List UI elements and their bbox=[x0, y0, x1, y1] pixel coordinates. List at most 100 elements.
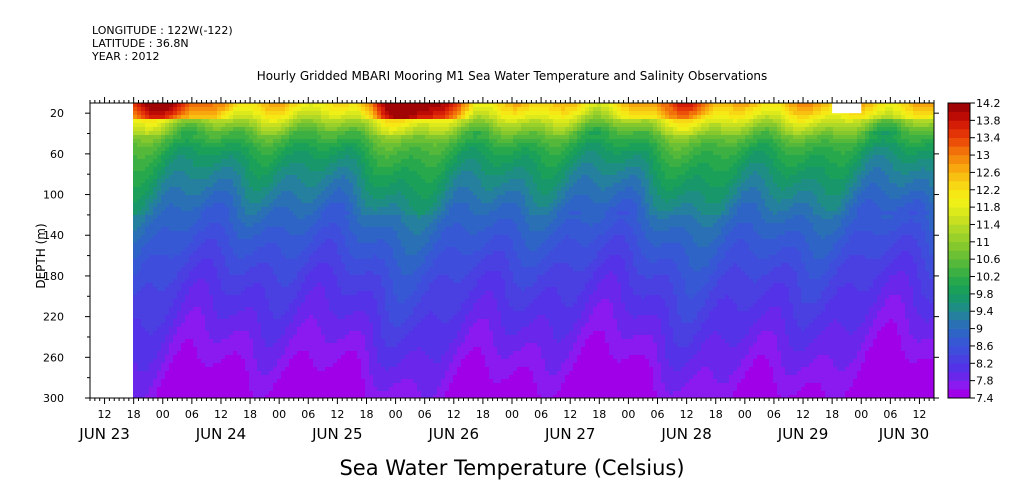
heatmap-cell bbox=[265, 203, 270, 208]
heatmap-cell bbox=[377, 315, 382, 320]
heatmap-cell bbox=[177, 155, 182, 160]
heatmap-cell bbox=[177, 347, 182, 352]
heatmap-cell bbox=[229, 363, 234, 368]
heatmap-cell bbox=[349, 187, 354, 192]
heatmap-cell bbox=[333, 347, 338, 352]
heatmap-cell bbox=[153, 307, 158, 312]
heatmap-cell bbox=[209, 231, 214, 236]
heatmap-cell bbox=[353, 127, 358, 132]
heatmap-cell bbox=[165, 259, 170, 264]
heatmap-cell bbox=[165, 323, 170, 328]
heatmap-cell bbox=[217, 263, 222, 268]
heatmap-cell bbox=[205, 379, 210, 384]
heatmap-cell bbox=[277, 191, 282, 196]
heatmap-cell bbox=[321, 363, 326, 368]
heatmap-cell bbox=[233, 183, 238, 188]
heatmap-cell bbox=[321, 163, 326, 168]
heatmap-cell bbox=[289, 147, 294, 152]
heatmap-cell bbox=[141, 135, 146, 140]
heatmap-cell bbox=[341, 247, 346, 252]
heatmap-cell bbox=[133, 355, 138, 360]
heatmap-cell bbox=[209, 391, 214, 396]
heatmap-cell bbox=[377, 107, 382, 112]
heatmap-cell bbox=[361, 115, 366, 120]
heatmap-cell bbox=[225, 275, 230, 280]
heatmap-cell bbox=[369, 187, 374, 192]
heatmap-cell bbox=[137, 315, 142, 320]
heatmap-cell bbox=[229, 387, 234, 392]
heatmap-cell bbox=[217, 387, 222, 392]
heatmap-cell bbox=[237, 143, 242, 148]
heatmap-cell bbox=[389, 127, 394, 132]
heatmap-cell bbox=[145, 355, 150, 360]
heatmap-cell bbox=[349, 191, 354, 196]
heatmap-cell bbox=[153, 215, 158, 220]
heatmap-cell bbox=[369, 235, 374, 240]
heatmap-cell bbox=[321, 335, 326, 340]
heatmap-cell bbox=[389, 199, 394, 204]
heatmap-cell bbox=[237, 327, 242, 332]
heatmap-cell bbox=[297, 287, 302, 292]
heatmap-cell bbox=[385, 379, 390, 384]
heatmap-cell bbox=[317, 327, 322, 332]
heatmap-cell bbox=[209, 319, 214, 324]
heatmap-cell bbox=[289, 119, 294, 124]
heatmap-cell bbox=[177, 215, 182, 220]
heatmap-cell bbox=[201, 271, 206, 276]
heatmap-cell bbox=[289, 139, 294, 144]
heatmap-cell bbox=[161, 147, 166, 152]
heatmap-cell bbox=[181, 367, 186, 372]
heatmap-cell bbox=[309, 111, 314, 116]
heatmap-cell bbox=[301, 299, 306, 304]
heatmap-cell bbox=[189, 351, 194, 356]
heatmap-cell bbox=[273, 119, 278, 124]
heatmap-cell bbox=[369, 147, 374, 152]
heatmap-cell bbox=[305, 195, 310, 200]
heatmap-cell bbox=[165, 387, 170, 392]
heatmap-cell bbox=[377, 351, 382, 356]
heatmap-cell bbox=[217, 307, 222, 312]
heatmap-cell bbox=[197, 315, 202, 320]
heatmap-cell bbox=[349, 107, 354, 112]
heatmap-cell bbox=[365, 147, 370, 152]
heatmap-cell bbox=[285, 331, 290, 336]
heatmap-cell bbox=[353, 287, 358, 292]
heatmap-cell bbox=[261, 387, 266, 392]
heatmap-cell bbox=[137, 383, 142, 388]
heatmap-cell bbox=[361, 143, 366, 148]
heatmap-cell bbox=[133, 119, 138, 124]
heatmap-cell bbox=[233, 175, 238, 180]
heatmap-cell bbox=[209, 215, 214, 220]
heatmap-cell bbox=[193, 171, 198, 176]
heatmap-cell bbox=[277, 131, 282, 136]
heatmap-cell bbox=[389, 247, 394, 252]
heatmap-cell bbox=[341, 211, 346, 216]
heatmap-cell bbox=[309, 275, 314, 280]
heatmap-cell bbox=[353, 251, 358, 256]
heatmap-cell bbox=[193, 355, 198, 360]
heatmap-cell bbox=[237, 223, 242, 228]
heatmap-cell bbox=[277, 135, 282, 140]
heatmap-cell bbox=[133, 223, 138, 228]
heatmap-cell bbox=[273, 183, 278, 188]
heatmap-cell bbox=[201, 371, 206, 376]
heatmap-cell bbox=[181, 103, 186, 108]
heatmap-cell bbox=[229, 275, 234, 280]
heatmap-cell bbox=[317, 127, 322, 132]
heatmap-cell bbox=[149, 371, 154, 376]
heatmap-cell bbox=[205, 287, 210, 292]
heatmap-cell bbox=[161, 103, 166, 108]
heatmap-cell bbox=[401, 231, 406, 236]
heatmap-cell bbox=[157, 343, 162, 348]
heatmap-cell bbox=[213, 323, 218, 328]
heatmap-cell bbox=[221, 267, 226, 272]
heatmap-cell bbox=[237, 167, 242, 172]
heatmap-cell bbox=[385, 347, 390, 352]
heatmap-cell bbox=[309, 263, 314, 268]
heatmap-cell bbox=[197, 391, 202, 396]
heatmap-cell bbox=[237, 323, 242, 328]
heatmap-cell bbox=[169, 347, 174, 352]
heatmap-cell bbox=[273, 171, 278, 176]
heatmap-cell bbox=[349, 223, 354, 228]
heatmap-cell bbox=[133, 215, 138, 220]
